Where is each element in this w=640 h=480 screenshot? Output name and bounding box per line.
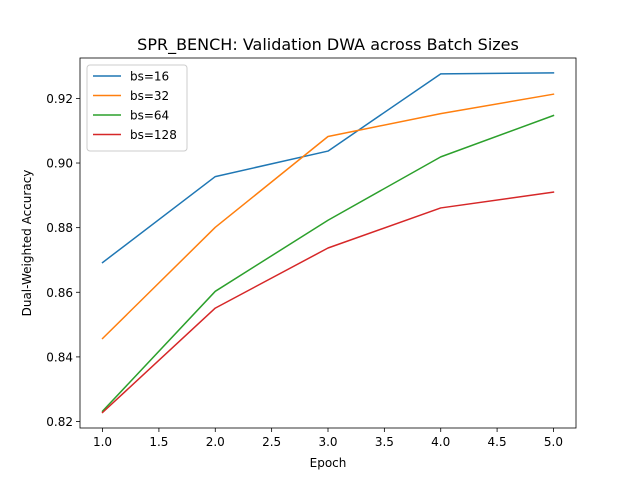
- x-tick-label: 5.0: [544, 435, 563, 449]
- series-line-bs-32: [101, 93, 555, 340]
- legend-entry-label: bs=128: [130, 128, 177, 142]
- series-line-bs-64: [101, 114, 555, 413]
- x-tick-label: 2.5: [262, 435, 281, 449]
- x-axis-label: Epoch: [310, 456, 347, 470]
- y-tick-label: 0.86: [46, 286, 73, 300]
- y-tick-label: 0.92: [46, 92, 73, 106]
- legend-entry-label: bs=32: [130, 89, 169, 103]
- y-tick-label: 0.82: [46, 415, 73, 429]
- x-tick-label: 4.5: [488, 435, 507, 449]
- y-tick-label: 0.88: [46, 221, 73, 235]
- legend-entry-label: bs=64: [130, 109, 169, 123]
- x-tick-label: 3.5: [375, 435, 394, 449]
- series-line-bs-16: [101, 72, 555, 264]
- legend-box: [86, 64, 188, 152]
- series-line-bs-128: [101, 191, 555, 414]
- x-tick-label: 2.0: [206, 435, 225, 449]
- x-tick-label: 1.5: [149, 435, 168, 449]
- legend-entry-label: bs=16: [130, 70, 169, 84]
- series-lines: [101, 72, 555, 414]
- x-tick-label: 3.0: [318, 435, 337, 449]
- legend: bs=16 bs=32 bs=64 bs=128: [86, 64, 188, 152]
- y-tick-label: 0.84: [46, 350, 73, 364]
- y-tick-label: 0.90: [46, 157, 73, 171]
- chart-title: SPR_BENCH: Validation DWA across Batch S…: [137, 35, 519, 55]
- x-axis-ticks: 1.0 1.5 2.0 2.5 3.0 3.5 4.0 4.5 5.0: [93, 428, 563, 449]
- y-axis-ticks: 0.82 0.84 0.86 0.88 0.90 0.92: [46, 92, 80, 429]
- y-axis-label: Dual-Weighted Accuracy: [20, 170, 34, 317]
- x-tick-label: 1.0: [93, 435, 112, 449]
- x-tick-label: 4.0: [431, 435, 450, 449]
